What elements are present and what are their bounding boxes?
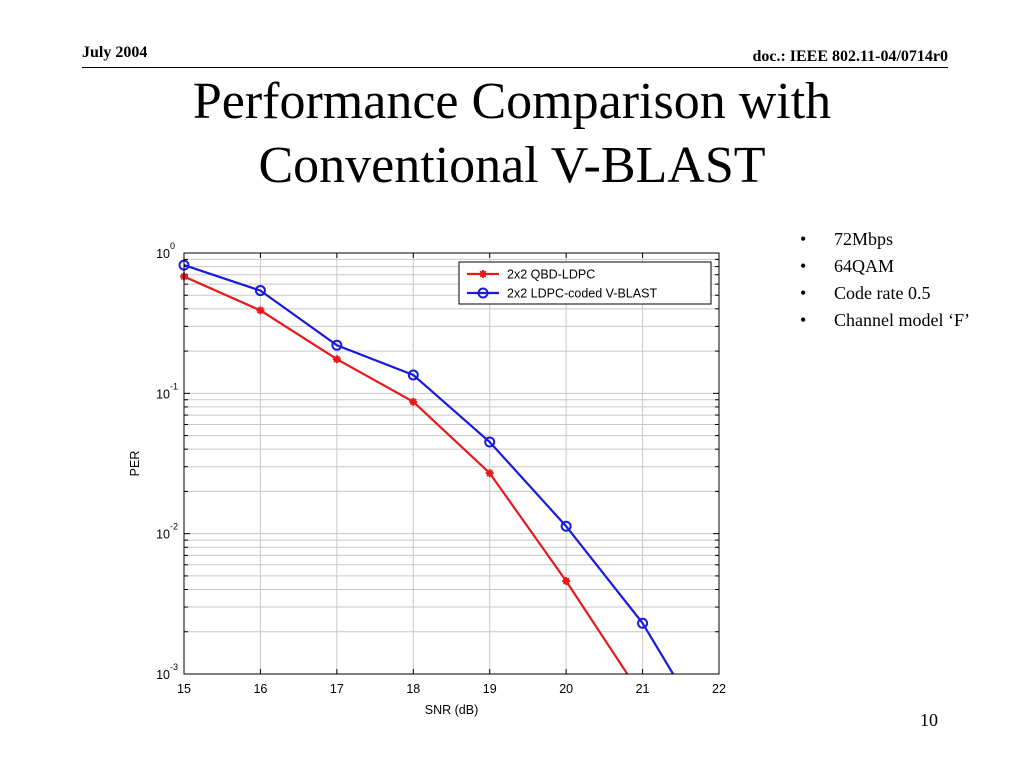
header-date: July 2004 [82,44,148,61]
series-line-2 [184,264,675,674]
star-marker [256,306,265,315]
series-1-point [409,397,418,406]
y-tick-label-exponent: -2 [170,522,178,532]
bullet-glyph: • [800,256,807,276]
legend-marker [477,287,489,299]
x-tick-label: 20 [559,682,573,696]
legend-label: 2x2 LDPC-coded V-BLAST [507,287,657,301]
series-2-point [637,617,649,629]
series-2-point [560,520,572,532]
series-1-point [562,576,571,585]
x-tick-label: 17 [330,682,344,696]
header-doc-id: doc.: IEEE 802.11-04/0714r0 [752,48,948,65]
x-axis-label: SNR (dB) [425,703,478,717]
bullet-text: 72Mbps [834,229,894,249]
page-number: 10 [920,710,938,730]
x-tick-label: 18 [406,682,420,696]
bullet-glyph: • [800,310,807,330]
y-tick-label-exponent: -1 [170,381,178,391]
series-2-point [484,436,496,448]
slide-title-line-2: Conventional V-BLAST [258,137,766,194]
slide-title: Performance Comparison with Conventional… [0,70,1024,198]
bullet-glyph: • [800,229,807,249]
y-axis-label: PER [128,451,142,477]
star-marker [409,397,418,406]
legend-box [458,261,712,305]
legend-label: 2x2 QBD-LDPC [507,268,595,282]
y-tick-label-exponent: 0 [170,241,175,251]
y-tick-label: 10 [156,668,170,682]
star-marker [562,576,571,585]
bullet-glyph: • [800,283,807,303]
slide-title-line-1: Performance Comparison with [192,73,832,130]
bullet-item: • 64QAM [796,255,994,277]
bullet-item: • 72Mbps [796,228,994,250]
bullet-item: • Code rate 0.5 [796,282,994,304]
x-tick-label: 16 [253,682,267,696]
x-tick-label: 19 [483,682,497,696]
x-tick-label: 22 [712,682,726,696]
legend-marker [479,270,487,278]
bullet-item: • Channel model ‘F’ [796,309,994,331]
star-marker [332,355,341,364]
series-2-point [331,339,343,351]
star-marker [485,469,494,478]
series-1-point [485,469,494,478]
bullet-text: 64QAM [834,256,895,276]
series-1-point [332,355,341,364]
x-tick-label: 21 [636,682,650,696]
bullet-text: Channel model ‘F’ [834,310,970,330]
plot-area [184,253,719,674]
header-rule [82,67,948,68]
bullet-list: • 72Mbps • 64QAM • Code rate 0.5 • Channel m… [796,228,994,336]
axes-frame [183,252,720,675]
series-1-point [256,306,265,315]
y-tick-label: 10 [156,247,170,261]
y-tick-label: 10 [156,528,170,542]
y-tick-label: 10 [156,387,170,401]
bullet-text: Code rate 0.5 [834,283,931,303]
series-2-point [407,369,419,381]
series-2-point [254,285,266,297]
x-tick-label: 15 [177,682,191,696]
y-tick-label-exponent: -3 [170,662,178,672]
